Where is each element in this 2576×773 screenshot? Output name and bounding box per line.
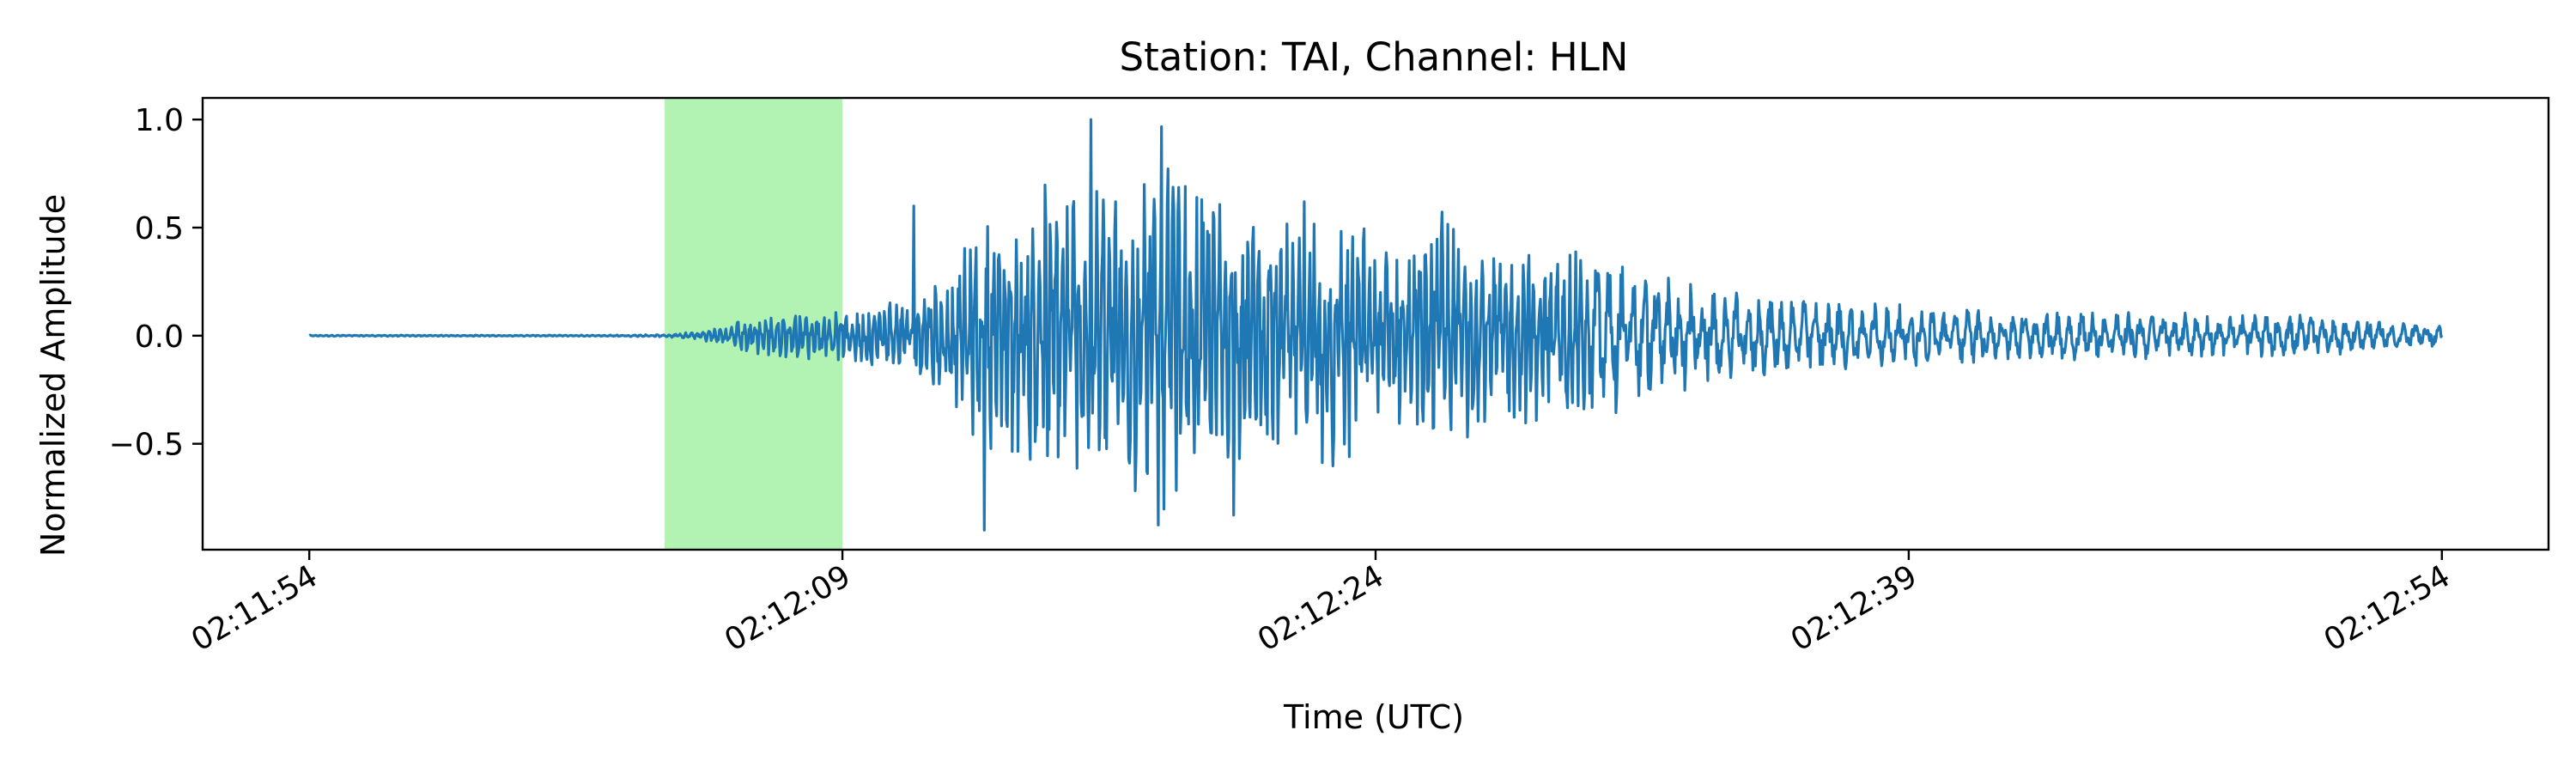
x-axis-title: Time (UTC)	[1283, 698, 1464, 736]
y-tick-label: −0.5	[109, 428, 184, 463]
plot-area	[201, 96, 2550, 551]
x-tick-label: 02:12:24	[1252, 558, 1390, 658]
y-tick-label: 0.5	[135, 211, 184, 247]
chart-title: Station: TAI, Channel: HLN	[1120, 34, 1629, 80]
x-tick-label: 02:12:54	[2318, 558, 2457, 658]
y-axis-title: Normalized Amplitude	[34, 194, 72, 557]
series-line	[308, 118, 2444, 532]
y-tick-label: 0.0	[135, 320, 184, 355]
x-tick-label: 02:12:09	[719, 558, 857, 658]
x-tick-label: 02:11:54	[185, 558, 324, 658]
x-axis: 02:11:54 02:12:09 02:12:24 02:12:39 02:12:54	[185, 550, 2456, 659]
y-axis: 1.0 0.5 0.0 −0.5	[109, 103, 203, 463]
x-tick-label: 02:12:39	[1785, 558, 1923, 658]
y-tick-label: 1.0	[135, 103, 184, 138]
